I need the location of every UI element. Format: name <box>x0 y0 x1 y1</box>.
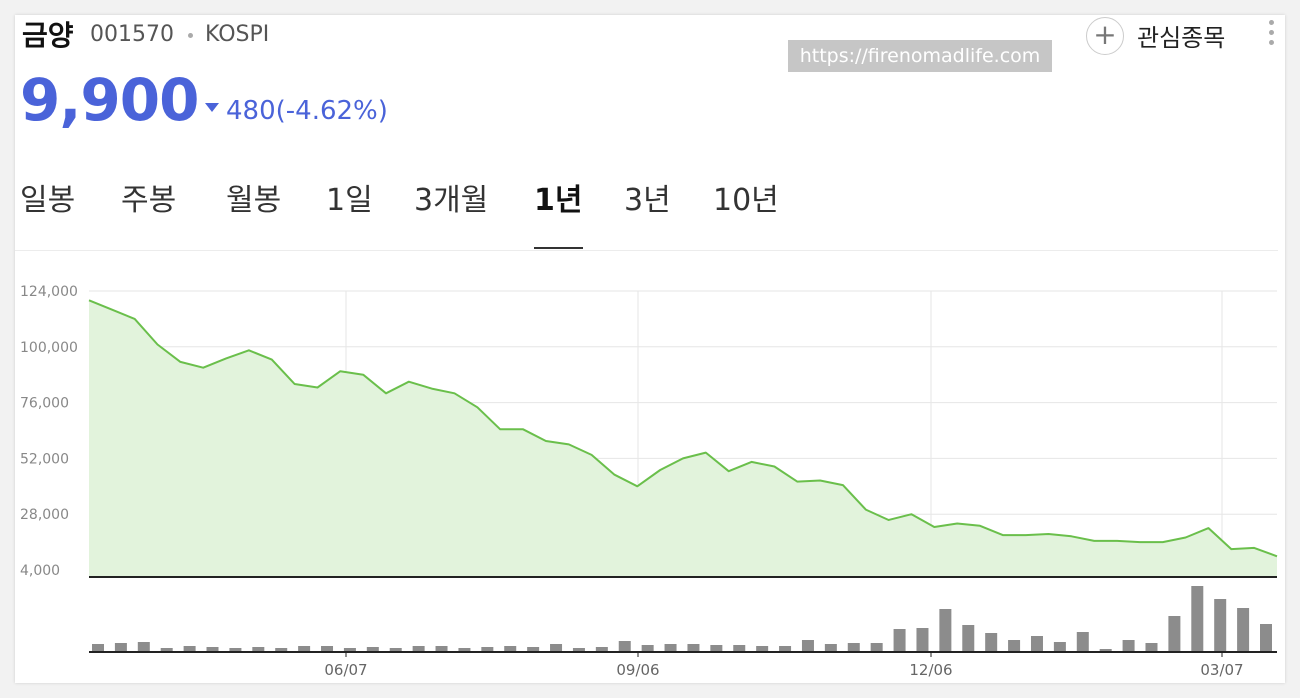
volume-bar <box>824 644 837 651</box>
tab-1year[interactable]: 1년 <box>534 183 583 218</box>
separator-dot <box>188 33 193 38</box>
volume-bar <box>733 645 746 651</box>
volume-bar <box>1008 640 1021 651</box>
x-tick-label: 03/07 <box>1200 661 1243 679</box>
volume-bar <box>1145 643 1158 651</box>
volume-bar <box>389 648 402 651</box>
volume-bar <box>252 647 265 651</box>
x-tick-label: 09/06 <box>616 661 659 679</box>
volume-bar <box>916 628 929 651</box>
volume-bar <box>481 647 494 651</box>
volume-bar <box>298 646 311 651</box>
tab-3year[interactable]: 3년 <box>624 183 671 218</box>
volume-bar <box>435 646 448 651</box>
stock-code: 001570 <box>90 22 174 47</box>
volume-bar <box>1099 649 1112 651</box>
volume-bar <box>870 643 883 651</box>
volume-bar <box>641 645 654 651</box>
watchlist-label[interactable]: 관심종목 <box>1137 24 1226 52</box>
watermark: https://firenomadlife.com <box>788 40 1052 72</box>
plus-icon: + <box>1093 18 1117 51</box>
volume-bar <box>412 646 425 651</box>
y-tick-label: 4,000 <box>20 563 60 579</box>
y-tick-label: 52,000 <box>20 451 69 467</box>
volume-bar <box>1214 599 1227 651</box>
volume-bar <box>366 647 379 651</box>
volume-bar <box>275 648 288 651</box>
volume-bar <box>550 644 563 651</box>
x-tick-label: 06/07 <box>324 661 367 679</box>
tab-daily[interactable]: 일봉 <box>20 183 76 218</box>
volume-bar <box>847 643 860 651</box>
volume-bar <box>595 647 608 651</box>
volume-bar <box>710 645 723 651</box>
volume-bar <box>1076 632 1089 651</box>
price-line <box>88 299 1278 558</box>
tab-monthly[interactable]: 월봉 <box>226 183 282 218</box>
price-change: 480(-4.62%) <box>226 96 388 126</box>
volume-bar <box>618 641 631 651</box>
y-tick-label: 124,000 <box>20 284 78 300</box>
volume-bar <box>160 648 173 651</box>
volume-bar <box>801 640 814 651</box>
volume-bar <box>206 647 219 651</box>
volume-bar <box>527 647 540 651</box>
more-menu-icon[interactable] <box>1266 20 1276 50</box>
current-price: 9,900 <box>20 66 199 134</box>
volume-bar <box>893 629 906 651</box>
price-area <box>89 300 1277 576</box>
tabs-divider <box>15 250 1278 251</box>
y-tick-label: 100,000 <box>20 340 78 356</box>
stock-name: 금양 <box>22 19 74 52</box>
volume-bar <box>183 646 196 651</box>
volume-bar <box>1260 624 1272 651</box>
y-tick-label: 76,000 <box>20 396 69 412</box>
volume-bar <box>756 646 769 651</box>
volume-bar <box>1053 642 1066 651</box>
down-arrow-icon <box>205 103 219 112</box>
tab-weekly[interactable]: 주봉 <box>121 183 177 218</box>
volume-bar <box>321 646 334 651</box>
volume-bar <box>572 648 585 651</box>
volume-bar <box>1191 586 1204 651</box>
volume-bar <box>1030 636 1043 651</box>
volume-bar <box>664 644 677 651</box>
add-watchlist-button[interactable]: + <box>1086 17 1124 55</box>
volume-bar <box>962 625 975 651</box>
volume-bar <box>504 646 517 651</box>
volume-bar <box>92 644 104 651</box>
volume-bar <box>114 643 127 651</box>
volume-bar <box>343 648 356 651</box>
tab-3month[interactable]: 3개월 <box>414 183 489 218</box>
volume-bar <box>1237 608 1250 651</box>
volume-bar <box>687 644 700 651</box>
x-tick-label: 12/06 <box>909 661 952 679</box>
volume-bar <box>779 646 792 651</box>
y-tick-label: 28,000 <box>20 507 69 523</box>
volume-bar <box>985 633 998 651</box>
tab-10year[interactable]: 10년 <box>713 183 779 218</box>
volume-bar <box>939 609 952 651</box>
volume-bar <box>229 648 242 651</box>
active-tab-indicator <box>534 247 583 249</box>
volume-bar <box>458 648 471 651</box>
volume-bar <box>1168 616 1181 651</box>
period-tabs: 일봉 주봉 월봉 1일 3개월 1년 3년 10년 <box>0 175 1300 225</box>
market-name: KOSPI <box>205 22 270 47</box>
volume-bar <box>137 642 150 651</box>
volume-bar <box>1122 640 1135 651</box>
tab-1day[interactable]: 1일 <box>326 183 373 218</box>
